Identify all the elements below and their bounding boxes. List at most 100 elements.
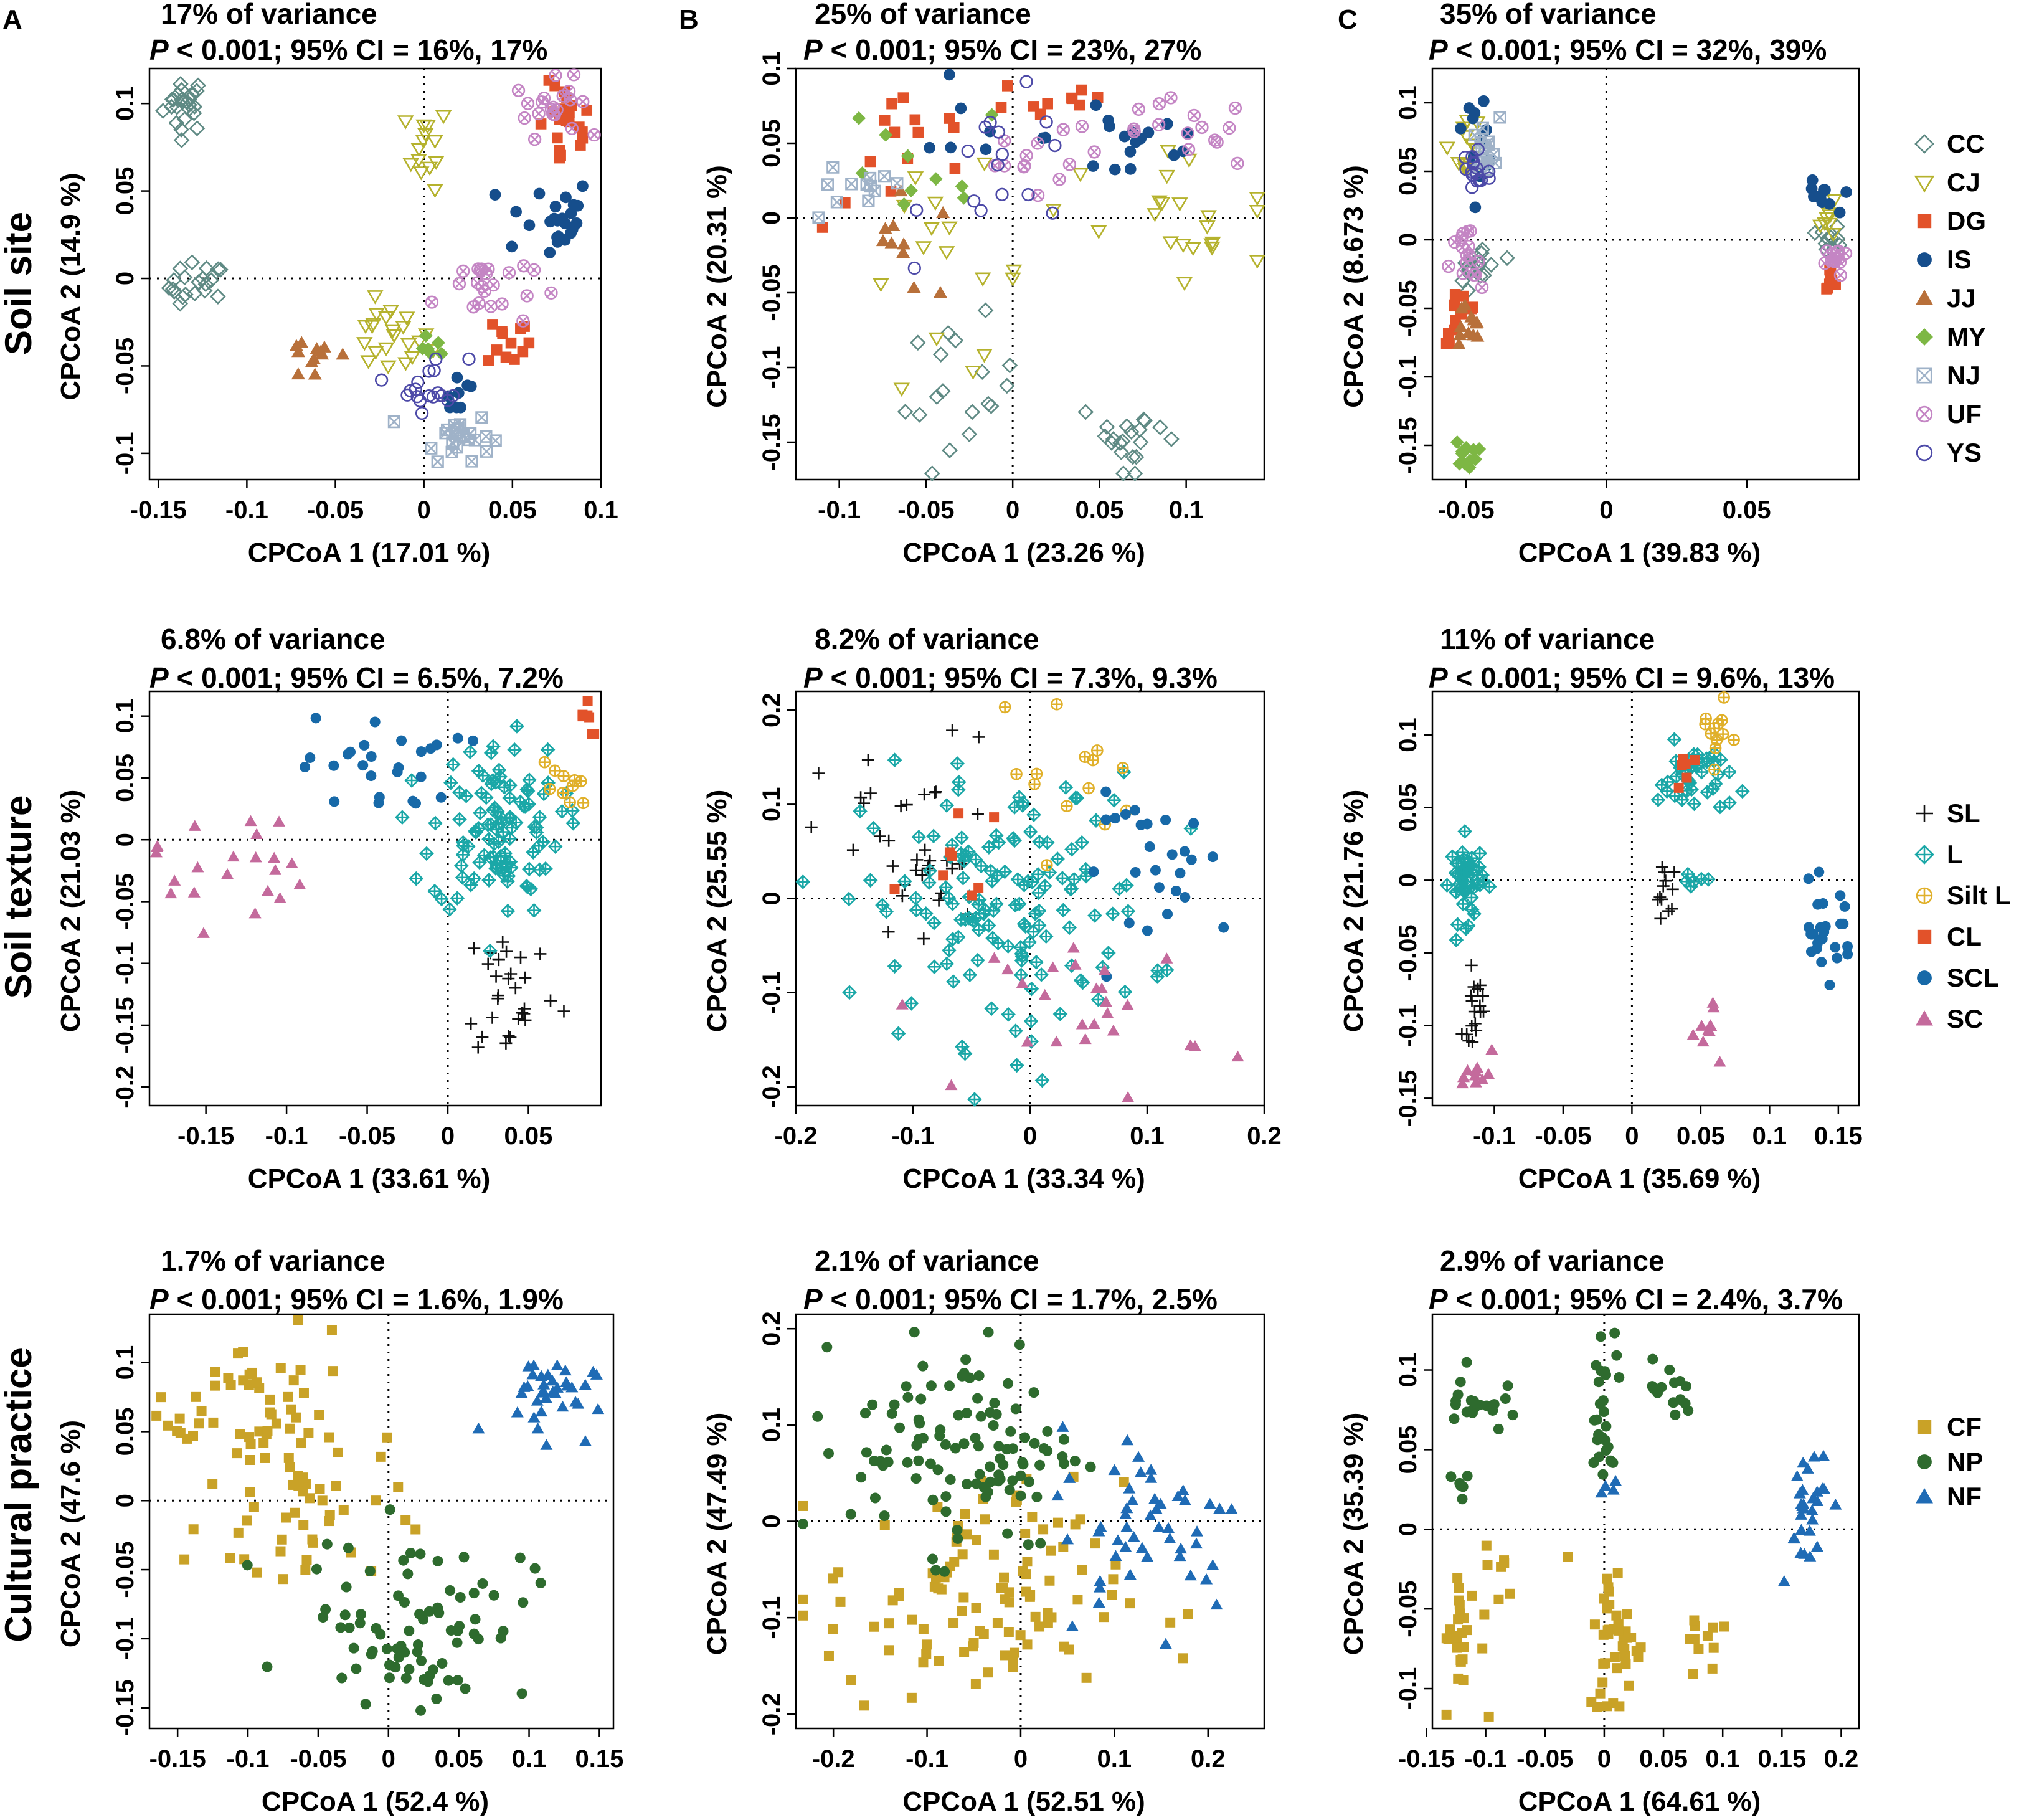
point-cj <box>1200 210 1217 224</box>
point-cj <box>402 158 420 173</box>
point-cf <box>1178 1653 1188 1664</box>
point-uf <box>466 300 480 314</box>
point-np <box>1029 1438 1040 1449</box>
y-tick-label: 0.1 <box>758 1408 785 1443</box>
point-cf <box>1563 1552 1573 1562</box>
point-sc <box>1121 998 1134 1010</box>
point-cf <box>194 1418 204 1429</box>
point-cf <box>1058 1542 1069 1552</box>
point-jj <box>1453 328 1467 341</box>
p-symbol: P <box>149 661 169 694</box>
point-l <box>927 959 942 975</box>
point-cc <box>1123 424 1140 440</box>
point-sc <box>1160 952 1173 964</box>
point-uf <box>495 297 509 311</box>
point-dg <box>497 328 508 340</box>
point-l <box>942 942 957 958</box>
chart-title: 17% of variance <box>161 0 377 30</box>
point-cf <box>1454 1583 1464 1593</box>
point-cj <box>421 161 438 176</box>
point-cc <box>181 97 197 113</box>
point-cj <box>907 171 924 186</box>
point-cf <box>1479 1609 1490 1620</box>
point-silt-l <box>1728 734 1740 746</box>
point-cj <box>1204 236 1221 251</box>
point-cc <box>184 254 201 271</box>
point-uf <box>521 97 535 110</box>
point-ys <box>1021 187 1035 202</box>
point-l <box>887 752 902 768</box>
point-nf <box>1200 1573 1213 1585</box>
y-tick-label: -0.15 <box>1394 1070 1422 1127</box>
point-cj <box>938 246 955 260</box>
point-np <box>1449 1413 1460 1424</box>
point-sl <box>882 926 895 939</box>
point-l <box>1013 967 1029 983</box>
point-sc <box>1696 1035 1710 1047</box>
point-nj <box>489 434 502 447</box>
point-l <box>1050 851 1065 866</box>
point-sc <box>1707 1001 1720 1013</box>
point-ys <box>411 375 425 389</box>
point-np <box>917 1360 929 1372</box>
point-sc <box>1087 1018 1100 1030</box>
point-cc <box>173 92 190 108</box>
legend-cultural-practice: CF NP NF <box>1916 1412 1983 1511</box>
point-cj <box>928 332 945 347</box>
point-nf <box>592 1403 605 1415</box>
point-sc <box>1184 1039 1197 1051</box>
point-cc <box>176 269 193 286</box>
point-cf <box>156 1392 166 1403</box>
point-l <box>853 803 868 819</box>
point-cj <box>1185 242 1202 257</box>
y-tick-label: -0.1 <box>758 1596 785 1639</box>
legend-soil-texture: SL L Silt L CL SCL SC <box>1914 799 2011 1033</box>
point-nf <box>1609 1474 1622 1486</box>
point-l <box>1010 872 1026 887</box>
point-cf <box>918 1657 929 1668</box>
point-np <box>960 1354 972 1365</box>
point-cj <box>377 342 395 357</box>
point-uf <box>1031 189 1045 202</box>
point-np <box>1014 1339 1025 1350</box>
chart-b-3: 2.1% of variance P < 0.001; 95% CI = 1.7%… <box>702 1244 1265 1817</box>
point-cf <box>371 1495 381 1506</box>
point-cc <box>929 389 945 405</box>
point-sl <box>805 821 818 834</box>
point-nf <box>1191 1525 1204 1537</box>
point-np <box>1601 1421 1612 1432</box>
point-np <box>1594 1451 1605 1462</box>
point-np <box>1085 1461 1096 1472</box>
point-scl <box>1842 949 1853 960</box>
point-cj <box>397 115 414 130</box>
point-np <box>1001 1444 1013 1455</box>
point-cc <box>1128 448 1145 465</box>
point-np <box>321 1538 333 1550</box>
point-ys <box>907 261 921 275</box>
point-l <box>1038 929 1054 944</box>
point-l <box>434 891 449 907</box>
point-sl <box>500 945 513 958</box>
chart-title: 2.9% of variance <box>1440 1244 1665 1277</box>
point-sc <box>1122 1091 1135 1102</box>
p-symbol: P <box>803 661 823 694</box>
point-cf <box>1125 1598 1135 1609</box>
point-ys <box>1039 115 1053 129</box>
point-l <box>1449 932 1464 947</box>
point-np <box>1002 1528 1013 1539</box>
point-np <box>1017 1457 1028 1468</box>
point-dg <box>948 122 960 133</box>
point-sc <box>1231 1050 1244 1062</box>
point-jj <box>933 285 947 298</box>
point-nf <box>1119 1541 1132 1552</box>
point-nf <box>1141 1550 1154 1562</box>
point-cc <box>1114 433 1131 450</box>
point-cf <box>1008 1662 1018 1672</box>
legend-label: NP <box>1947 1447 1983 1476</box>
point-scl <box>1180 846 1191 857</box>
panel-letter-c: C <box>1338 4 1358 35</box>
point-l <box>481 873 496 888</box>
point-l <box>1101 946 1116 960</box>
point-np <box>845 1509 856 1520</box>
point-scl <box>328 760 339 771</box>
